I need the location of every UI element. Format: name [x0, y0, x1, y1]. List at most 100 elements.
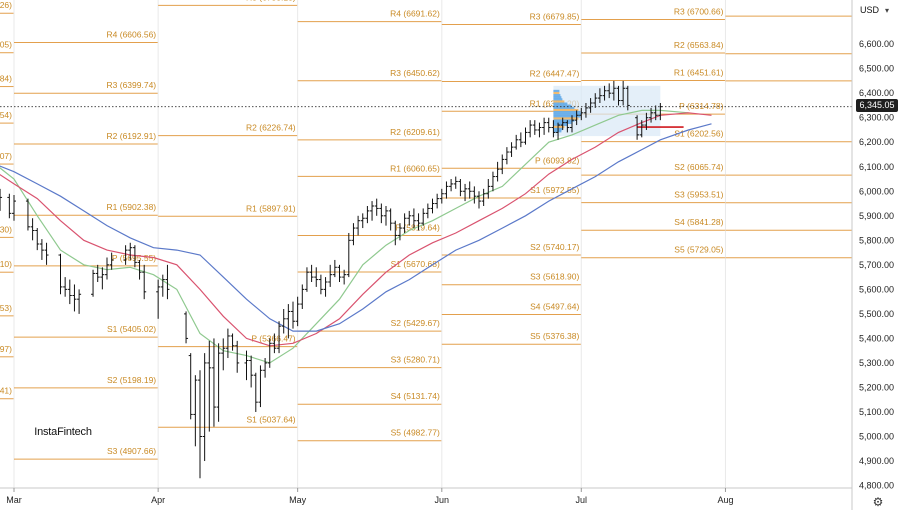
- pivot-level-label: S1 (5405.02): [107, 324, 156, 334]
- pivot-level-label: R3 (6679.85): [530, 12, 580, 22]
- x-axis[interactable]: Mar Apr May Jun Jul Aug: [0, 487, 852, 505]
- volume-profile-bar: [553, 108, 579, 112]
- volume-profile-bar: [553, 96, 562, 99]
- x-tick-label: May: [289, 495, 307, 505]
- currency-label: USD: [860, 5, 880, 15]
- pivot-level-label: R3 (6758.18): [246, 0, 296, 2]
- y-tick-label: 5,600.00: [859, 284, 894, 294]
- volume-profile-bar: [553, 89, 560, 93]
- x-tick-label: Jul: [576, 495, 588, 505]
- pivot-level-label: S1 (5670.68): [391, 259, 440, 269]
- x-tick-label: Apr: [151, 495, 165, 505]
- y-tick-label: 5,900.00: [859, 211, 894, 221]
- pivot-level-label: (6926): [0, 0, 12, 10]
- currency-selector[interactable]: USD ▾: [852, 0, 900, 20]
- volume-profile-bar: [553, 91, 560, 95]
- pivot-level-label: S5 (5376.38): [530, 331, 579, 341]
- pivot-level-label: R2 (6209.61): [390, 127, 440, 137]
- pivot-level-label: (5710): [0, 259, 12, 269]
- y-axis[interactable]: 6,600.00 6,500.00 6,400.00 6,300.00 6,200.00…: [851, 0, 894, 510]
- y-tick-label: 4,800.00: [859, 481, 894, 491]
- pivot-level-label: S2 (5198.19): [107, 375, 156, 385]
- y-tick-label: 6,100.00: [859, 162, 894, 172]
- y-tick-label: 6,300.00: [859, 113, 894, 123]
- pivot-level-label: R3 (6399.74): [107, 80, 157, 90]
- y-tick-label: 4,900.00: [859, 456, 894, 466]
- y-tick-label: 6,400.00: [859, 88, 894, 98]
- pivot-level-label: S1 (5037.64): [246, 414, 295, 424]
- pivot-level-label: R1 (5897.91): [246, 203, 296, 213]
- volume-profile-bar: [553, 98, 563, 101]
- chevron-down-icon: ▾: [885, 5, 890, 15]
- pivot-level-label: (6805): [0, 40, 12, 50]
- volume-profile-bar: [553, 104, 572, 108]
- pivot-level-label: (6484): [0, 74, 12, 84]
- volume-profile-bar: [553, 102, 568, 105]
- pivot-level-label: (5141): [0, 386, 12, 396]
- pivot-level-label: R2 (6226.74): [246, 123, 296, 133]
- pivot-level-label: R3 (6450.62): [390, 68, 440, 78]
- pivot-level-label: (6254): [0, 110, 12, 120]
- brand-logo-text: InstaFintech: [34, 426, 92, 438]
- pivot-levels-layer: (6926) (6805) (6484) (6254) (6007) (5830) (571…: [0, 0, 852, 488]
- pivot-level-label: (6007): [0, 151, 12, 161]
- y-tick-label: 6,500.00: [859, 64, 894, 74]
- volume-profile-bar: [553, 94, 561, 97]
- pivot-level-label: S4 (5131.74): [391, 391, 440, 401]
- pivot-level-label: P (6093.82): [535, 155, 579, 165]
- pivot-level-label: P (5366.47): [251, 334, 295, 344]
- moving-average-line: [0, 123, 712, 332]
- volume-profile-bar: [553, 123, 568, 127]
- settings-gear-icon[interactable]: ⚙: [872, 495, 884, 509]
- y-tick-label: 6,600.00: [859, 39, 894, 49]
- volume-profile-bar: [553, 113, 582, 116]
- pivot-level-label: R4 (6691.62): [390, 9, 440, 19]
- y-tick-label: 5,000.00: [859, 432, 894, 442]
- pivot-level-label: R2 (6563.84): [674, 40, 724, 50]
- volume-profile-bar: [553, 110, 581, 114]
- x-tick-label: Mar: [6, 495, 22, 505]
- last-price-tag: 6,345.05: [856, 99, 898, 112]
- y-tick-label: 5,800.00: [859, 235, 894, 245]
- pivot-level-label: S1 (5972.55): [530, 185, 579, 195]
- pivot-level-label: R2 (6192.91): [107, 131, 157, 141]
- ohlc-bars-layer: [0, 80, 663, 479]
- x-tick-label: Aug: [717, 495, 733, 505]
- y-tick-label: 5,400.00: [859, 333, 894, 343]
- pivot-level-label: S5 (4982.77): [391, 428, 440, 438]
- pivot-level-label: S3 (5618.90): [530, 272, 579, 282]
- pivot-level-label: (5553): [0, 303, 12, 313]
- moving-average-line: [0, 112, 712, 347]
- volume-profile-bar: [553, 100, 565, 103]
- volume-profile-bar: [553, 117, 579, 120]
- pivot-level-label: R1 (6060.65): [390, 163, 440, 173]
- pivot-level-label: R3 (6700.66): [674, 6, 724, 16]
- y-tick-label: 5,700.00: [859, 260, 894, 270]
- pivot-level-label: (5830): [0, 224, 12, 234]
- pivot-level-label: S5 (5729.05): [674, 245, 723, 255]
- pivot-level-label: S3 (5280.71): [391, 355, 440, 365]
- pivot-level-label: S1 (6202.56): [674, 129, 723, 139]
- pivot-level-label: P (5695.55): [112, 253, 156, 263]
- pivot-level-label: R1 (6451.61): [674, 68, 724, 78]
- brand-logo: InstaFintech: [25, 414, 101, 450]
- pivot-level-label: R1 (5902.38): [107, 202, 157, 212]
- pivot-level-label: S2 (5740.17): [530, 242, 579, 252]
- pivot-level-label: S3 (4907.66): [107, 446, 156, 456]
- y-tick-label: 5,300.00: [859, 358, 894, 368]
- volume-profile-bar: [553, 115, 581, 118]
- volume-profile-bar: [553, 129, 562, 133]
- pivot-level-label: S2 (6065.74): [674, 162, 723, 172]
- pivot-level-label: P (6314.78): [679, 101, 723, 111]
- volume-profile-bar: [553, 119, 575, 122]
- volume-profile-bar: [553, 106, 575, 110]
- pivot-level-label: S2 (5429.67): [391, 318, 440, 328]
- pivot-level-label: (5397): [0, 344, 12, 354]
- pivot-level-label: R4 (6606.56): [107, 30, 157, 40]
- y-tick-label: 6,000.00: [859, 186, 894, 196]
- moving-average-line: [0, 109, 689, 364]
- y-tick-label: 5,200.00: [859, 382, 894, 392]
- pivot-level-label: S4 (5497.64): [530, 301, 579, 311]
